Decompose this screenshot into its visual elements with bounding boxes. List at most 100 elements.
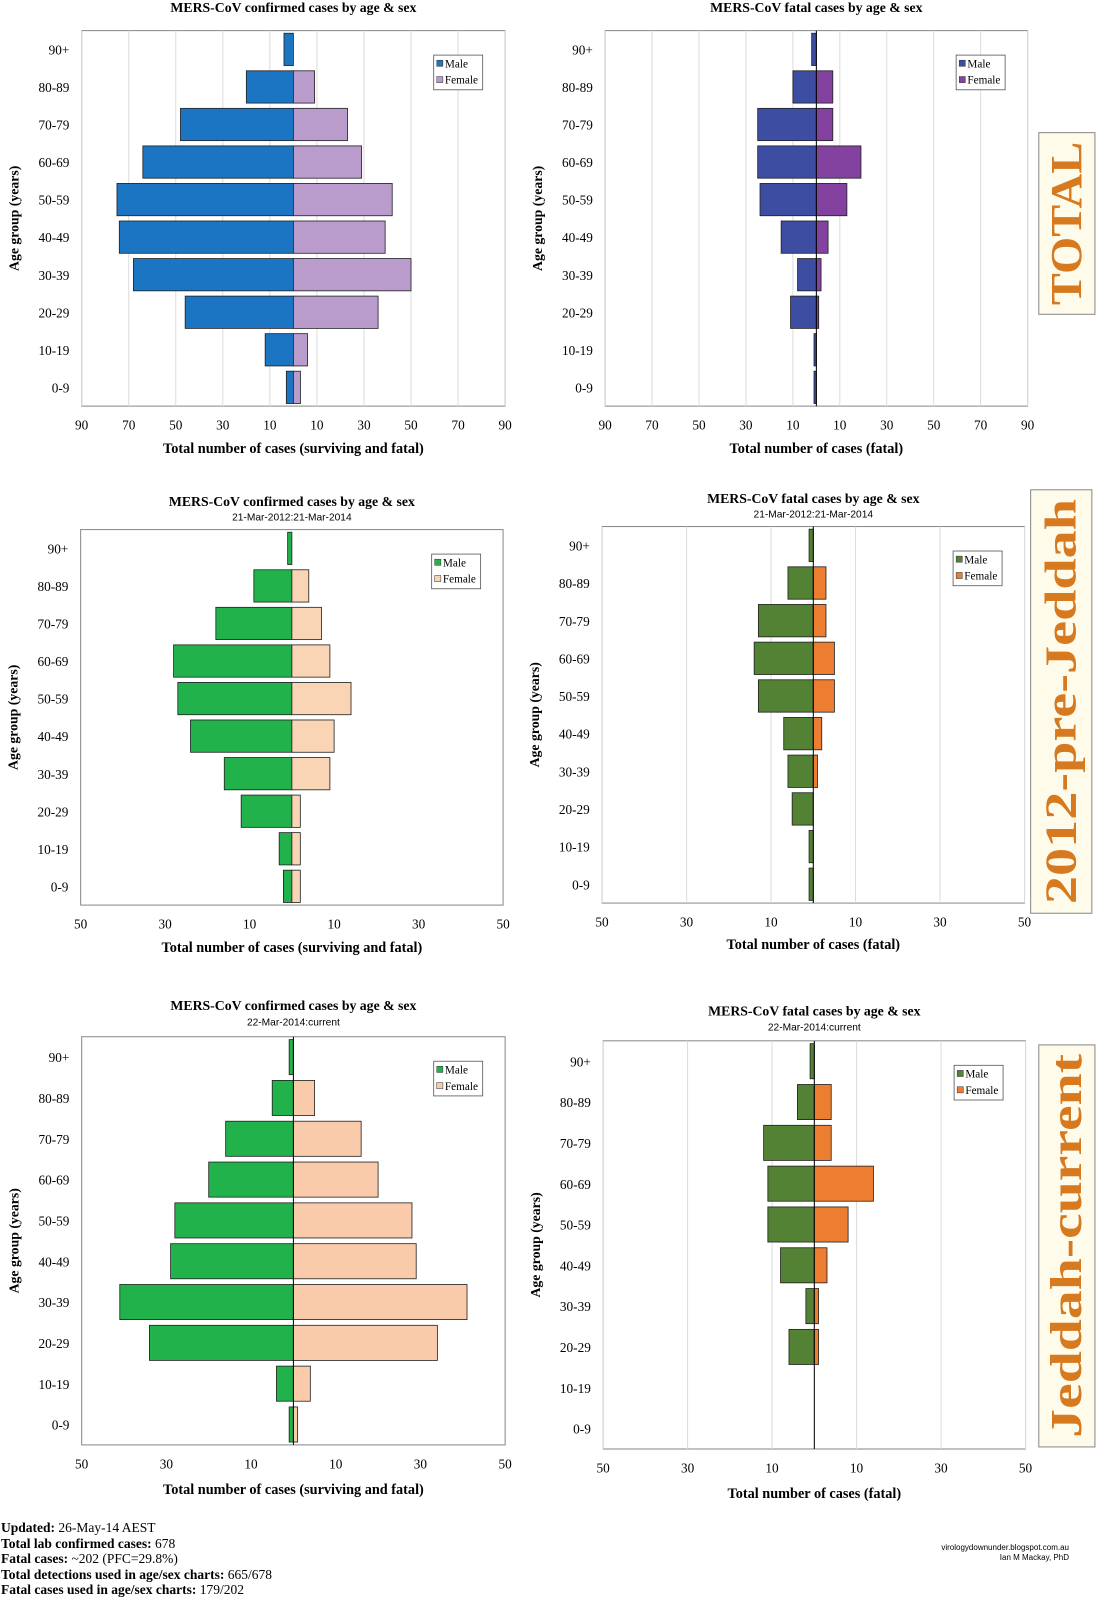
chart-6: MERS-CoV fatal cases by age & sex 22-Mar-… xyxy=(528,1003,1033,1502)
bar-male-40-49 xyxy=(118,220,294,254)
footer-updated: Updated: 26-May-14 AEST xyxy=(1,1520,272,1536)
y-tick-label: 50-59 xyxy=(37,692,68,707)
label: Fatal cases used in age/sex charts: xyxy=(1,1582,197,1597)
footer-total: Total lab confirmed cases: 678 xyxy=(1,1536,272,1552)
bar-female-70-79 xyxy=(292,1120,362,1157)
bar-male-30-39 xyxy=(787,754,814,788)
bar-female-50-59 xyxy=(291,682,352,716)
y-axis-label: Age group (years) xyxy=(527,662,543,767)
bar-male-90+ xyxy=(287,531,293,565)
bar-male-40-49 xyxy=(190,719,293,753)
bar-male-30-39 xyxy=(223,757,293,791)
y-tick-label: 40-49 xyxy=(38,1254,69,1269)
chart-title: MERS-CoV fatal cases by age & sex xyxy=(710,0,922,15)
bar-male-60-69 xyxy=(173,644,293,678)
y-tick-label: 30-39 xyxy=(562,268,593,283)
footer-detections: Total detections used in age/sex charts:… xyxy=(1,1567,272,1583)
x-tick-label: 10 xyxy=(765,1460,779,1475)
bar-male-10-19 xyxy=(278,832,293,866)
bar-male-30-39 xyxy=(119,1284,294,1321)
bar-male-50-59 xyxy=(174,1202,294,1239)
x-tick-label: 30 xyxy=(160,1456,174,1471)
legend-swatch-male xyxy=(436,59,444,67)
y-tick-label: 40-49 xyxy=(37,729,68,744)
bar-male-20-29 xyxy=(791,792,814,826)
legend-swatch-female xyxy=(434,575,442,582)
bar-male-50-59 xyxy=(759,183,817,217)
legend-label-female: Female xyxy=(445,1081,478,1093)
x-tick-label: 10 xyxy=(833,418,847,433)
bar-male-70-79 xyxy=(757,604,814,638)
chart-title: MERS-CoV fatal cases by age & sex xyxy=(707,491,919,506)
y-tick-label: 90+ xyxy=(48,541,69,556)
x-tick-label: 10 xyxy=(243,917,257,932)
x-tick-label: 10 xyxy=(764,915,778,930)
row-label-box xyxy=(1030,489,1093,914)
row-label-text: 2012-pre-Jeddah xyxy=(1036,499,1086,904)
x-tick-label: 70 xyxy=(974,418,988,433)
x-tick-label: 30 xyxy=(933,915,947,930)
y-axis-label: Age group (years) xyxy=(5,665,21,770)
y-tick-label: 60-69 xyxy=(560,1177,591,1192)
bar-male-90+ xyxy=(283,32,294,66)
row-label-3: Jeddah-current xyxy=(1038,1044,1096,1448)
bar-male-0-9 xyxy=(285,370,294,404)
bar-female-30-39 xyxy=(813,1288,819,1325)
legend-label-male: Male xyxy=(964,554,987,566)
x-tick-label: 50 xyxy=(1019,1460,1033,1475)
bar-female-30-39 xyxy=(292,258,412,292)
y-tick-label: 70-79 xyxy=(38,118,69,133)
x-tick-label: 90 xyxy=(1021,418,1035,433)
x-tick-label: 50 xyxy=(595,915,609,930)
chart-title: MERS-CoV confirmed cases by age & sex xyxy=(170,0,416,15)
y-tick-label: 20-29 xyxy=(559,802,590,817)
y-tick-label: 60-69 xyxy=(559,651,590,666)
row-label-text: Jeddah-current xyxy=(1041,1054,1091,1438)
row-label-2: 2012-pre-Jeddah xyxy=(1030,489,1093,914)
legend-label-male: Male xyxy=(967,58,990,70)
y-tick-label: 10-19 xyxy=(560,1381,591,1396)
y-tick-label: 0-9 xyxy=(52,1418,70,1433)
y-tick-label: 50-59 xyxy=(38,193,69,208)
bar-female-20-29 xyxy=(813,1328,819,1365)
bar-male-40-49 xyxy=(780,1247,815,1284)
legend: Male Female xyxy=(431,553,482,590)
bar-female-40-49 xyxy=(291,719,335,753)
bar-male-80-89 xyxy=(787,566,814,600)
row-label-box xyxy=(1038,1044,1096,1448)
x-tick-label: 70 xyxy=(122,418,136,433)
credit-site: virologydownunder.blogspot.com.au xyxy=(941,1543,1069,1552)
label: Updated: xyxy=(1,1520,56,1535)
bar-male-90+ xyxy=(809,1043,815,1080)
legend-label-female: Female xyxy=(967,75,1000,87)
bar-female-30-39 xyxy=(291,757,331,791)
bar-female-80-89 xyxy=(815,70,834,104)
y-tick-label: 70-79 xyxy=(562,118,593,133)
y-tick-label: 90+ xyxy=(49,1050,70,1065)
bar-female-50-59 xyxy=(812,679,835,713)
y-tick-label: 20-29 xyxy=(38,1336,69,1351)
y-tick-label: 10-19 xyxy=(559,840,590,855)
legend-swatch-male xyxy=(955,555,963,563)
y-tick-label: 50-59 xyxy=(38,1214,69,1229)
legend-swatch-female xyxy=(955,572,963,579)
y-tick-label: 10-19 xyxy=(37,842,68,857)
bar-female-10-19 xyxy=(291,832,301,866)
y-tick-label: 80-89 xyxy=(38,80,69,95)
y-tick-label: 90+ xyxy=(570,1054,591,1069)
y-axis-label: Age group (years) xyxy=(530,166,546,271)
y-tick-label: 80-89 xyxy=(38,1091,69,1106)
row-label-text: TOTAL xyxy=(1041,142,1091,305)
bar-male-70-79 xyxy=(215,606,293,641)
x-tick-label: 30 xyxy=(739,418,753,433)
y-tick-label: 50-59 xyxy=(560,1218,591,1233)
chart-subtitle: 22-Mar-2014:current xyxy=(247,1018,340,1029)
bar-male-20-29 xyxy=(149,1324,294,1361)
bar-female-80-89 xyxy=(813,1084,832,1121)
bar-male-80-89 xyxy=(253,569,293,603)
bar-male-30-39 xyxy=(133,258,294,292)
bar-male-30-39 xyxy=(805,1288,815,1325)
chart-2: MERS-CoV fatal cases by age & sex 90 70 50 3… xyxy=(530,0,1035,457)
y-tick-label: 90+ xyxy=(569,538,590,553)
y-tick-label: 70-79 xyxy=(37,617,68,632)
